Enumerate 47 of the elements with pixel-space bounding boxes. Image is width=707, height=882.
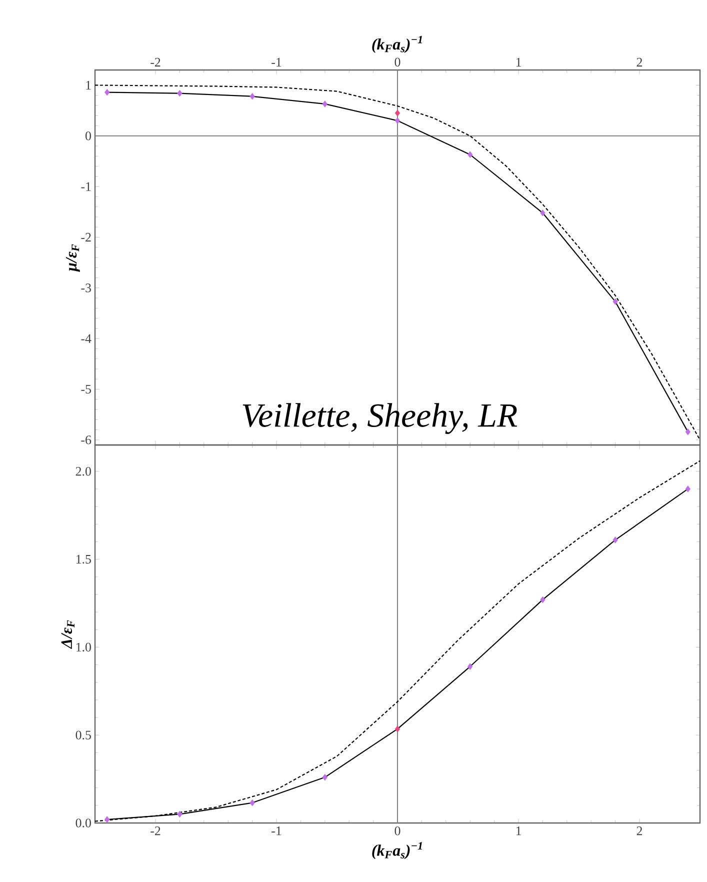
y-axis-title: Δ/ε$_{F}$	[61, 620, 74, 649]
y-tick-label: 1	[86, 80, 91, 90]
point	[612, 536, 618, 544]
x-tick-label: -1	[272, 58, 282, 66]
y-axis-title: μ/ε$_{F}$	[66, 244, 80, 272]
x-tick-label: 0	[394, 826, 400, 836]
point	[250, 799, 255, 806]
x-tick-label: -1	[272, 826, 282, 836]
x-tick-label: 2	[636, 58, 642, 66]
x-tick-label: 0	[394, 58, 400, 66]
y-tick-label: -1	[81, 182, 91, 191]
y-tick-label: -5	[81, 384, 91, 394]
y-tick-label: -2	[81, 232, 91, 242]
y-tick-label: 2.0	[76, 466, 91, 476]
point	[322, 774, 328, 781]
point	[394, 726, 400, 732]
point	[468, 663, 473, 670]
point	[394, 110, 400, 116]
point	[104, 816, 110, 823]
y-tick-label: -3	[81, 284, 91, 292]
x-tick-label: 1	[516, 58, 521, 66]
y-tick-label: 1.5	[76, 554, 91, 564]
point	[540, 596, 546, 604]
point	[177, 90, 182, 97]
point	[540, 210, 546, 216]
x-tick-label: 2	[636, 826, 642, 836]
point	[468, 151, 473, 158]
point	[177, 810, 182, 818]
point	[612, 298, 618, 305]
x-axis-title: (k$_{F}$a$_{s}$)$^{−1}$	[372, 36, 422, 53]
x-tick-label: -2	[150, 826, 160, 836]
point	[104, 88, 110, 96]
y-tick-label: -4	[81, 334, 92, 343]
point	[685, 428, 690, 436]
y-tick-label: 1.0	[76, 642, 91, 652]
x-axis-title: (k$_{F}$a$_{s}$)$^{−1}$	[372, 842, 422, 860]
y-tick-label: 0	[86, 132, 91, 140]
point	[322, 100, 328, 108]
point	[685, 486, 690, 492]
x-tick-label: 1	[516, 826, 521, 836]
x-tick-label: -2	[150, 58, 160, 66]
y-tick-label: 0.0	[76, 818, 91, 828]
y-tick-label: -6	[81, 436, 92, 444]
y-tick-label: 0.5	[76, 730, 91, 740]
point	[250, 92, 255, 100]
point	[394, 117, 400, 124]
annotation: Veillette, Sheehy, LR	[242, 403, 518, 434]
